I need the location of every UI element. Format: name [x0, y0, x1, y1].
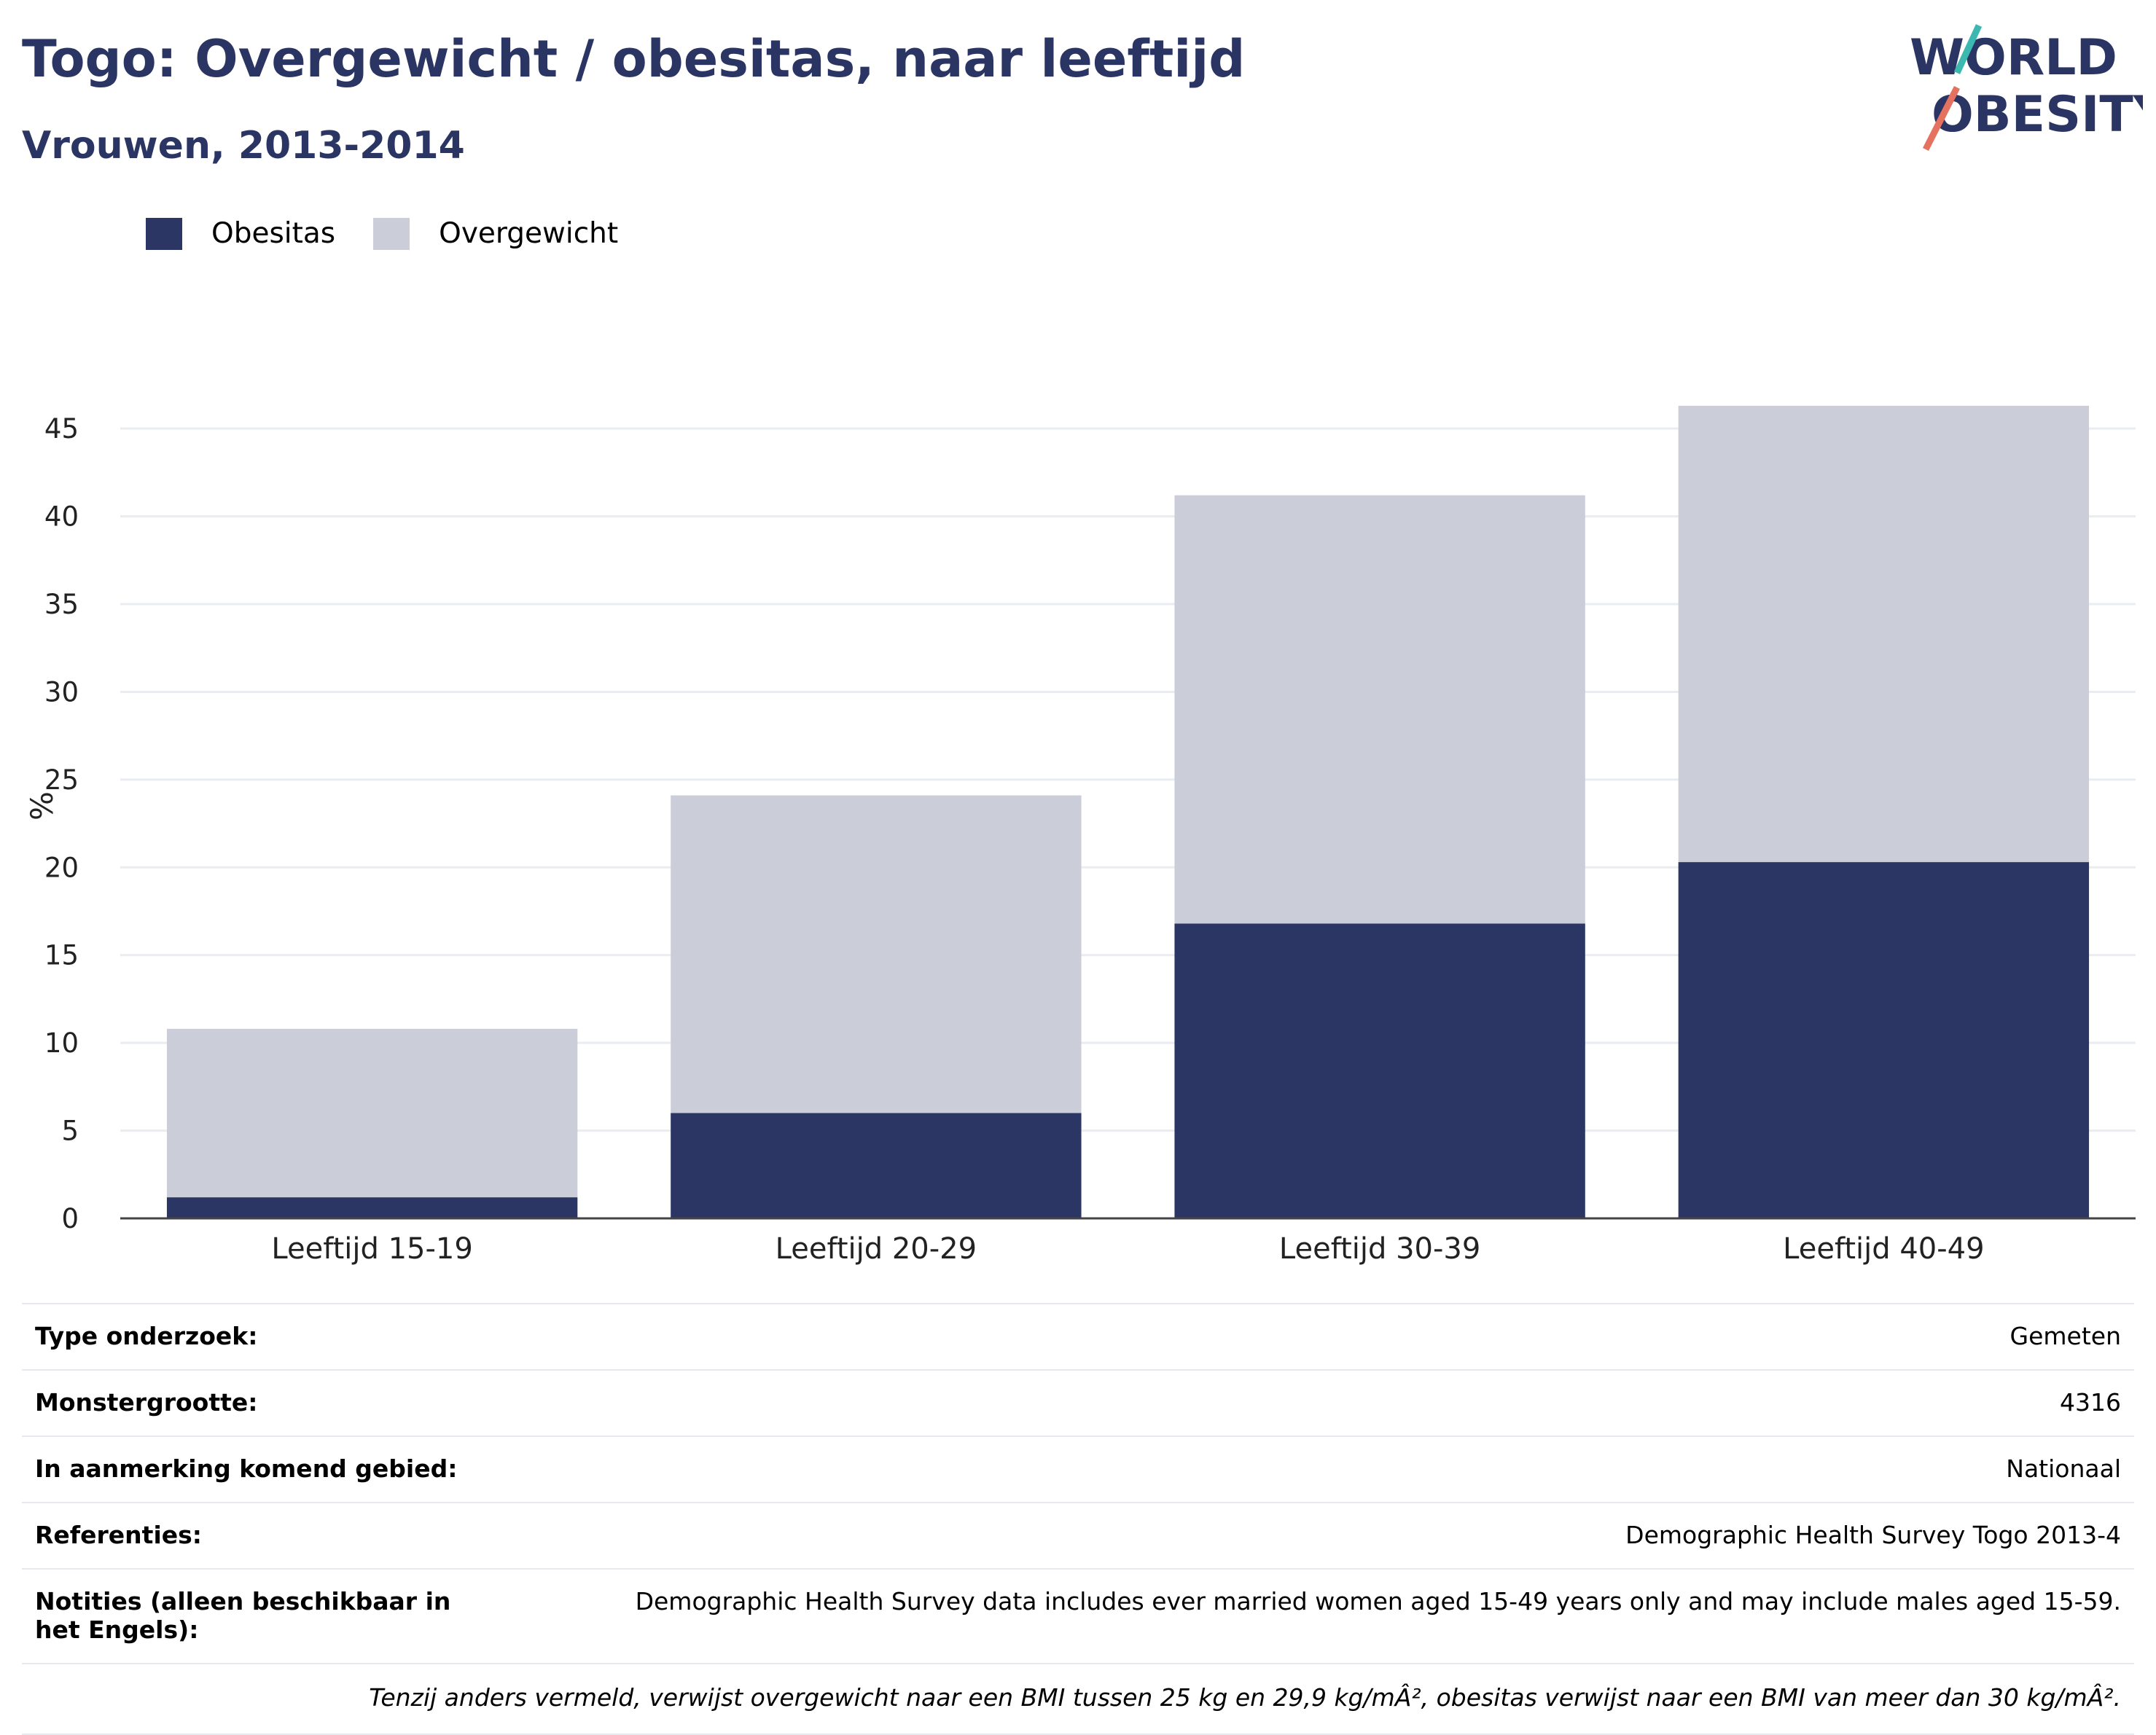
info-row-references: Referenties: Demographic Health Survey T…: [22, 1502, 2134, 1568]
chart-legend: Obesitas Overgewicht: [146, 217, 656, 250]
info-key: Notities (alleen beschikbaar in het Enge…: [35, 1587, 451, 1644]
info-table: Type onderzoek: Gemeten Monstergrootte: …: [22, 1303, 2134, 1735]
info-row-notes: Notities (alleen beschikbaar in het Enge…: [22, 1568, 2134, 1663]
x-tick-label: Leeftijd 30-39: [1279, 1232, 1480, 1266]
info-key: Referenties:: [35, 1521, 202, 1549]
y-tick-label: 40: [44, 501, 79, 533]
info-value: Demographic Health Survey data includes …: [635, 1587, 2121, 1615]
info-value: Gemeten: [2009, 1322, 2121, 1350]
bar-chart: 0 5 10 15 20 25 30 35 40 45% Leeftijd 15-19 Leeftij…: [24, 405, 2136, 1266]
x-tick-label: Leeftijd 15-19: [271, 1232, 472, 1266]
bar-overgewicht-3: [1678, 405, 2090, 863]
x-tick-label: Leeftijd 20-29: [776, 1232, 977, 1266]
x-tick-label: Leeftijd 40-49: [1783, 1232, 1984, 1266]
bar-overgewicht-1: [671, 795, 1082, 1113]
bar-obesitas-0: [166, 1197, 578, 1218]
world-obesity-logo: WORLD OBESITY: [1910, 24, 2143, 152]
info-key: Type onderzoek:: [35, 1322, 258, 1350]
info-row-area: In aanmerking komend gebied: Nationaal: [22, 1436, 2134, 1502]
bar-obesitas-2: [1174, 923, 1585, 1218]
logo-text-world: WORLD: [1910, 29, 2117, 87]
chart-title: Togo: Overgewicht / obesitas, naar leeft…: [22, 29, 1246, 89]
bar-overgewicht-2: [1174, 495, 1585, 924]
y-tick-label: 15: [44, 940, 79, 971]
legend-item-overgewicht: Overgewicht: [373, 217, 618, 250]
info-value: 4316: [2060, 1388, 2121, 1417]
y-axis-label: %: [24, 791, 60, 820]
legend-swatch-obesitas: [146, 217, 182, 250]
info-row-type: Type onderzoek: Gemeten: [22, 1303, 2134, 1369]
y-tick-label: 45: [44, 413, 79, 444]
legend-item-obesitas: Obesitas: [146, 217, 335, 250]
info-key: Monstergrootte:: [35, 1388, 258, 1417]
info-value: Demographic Health Survey Togo 2013-4: [1625, 1521, 2121, 1549]
info-key: In aanmerking komend gebied:: [35, 1454, 458, 1483]
y-tick-label: 20: [44, 852, 79, 883]
y-tick-label: 5: [61, 1116, 79, 1147]
bar-obesitas-3: [1678, 862, 2090, 1218]
info-value: Nationaal: [2006, 1454, 2121, 1483]
legend-label-obesitas: Obesitas: [211, 217, 336, 250]
info-row-sample: Monstergrootte: 4316: [22, 1369, 2134, 1436]
legend-label-overgewicht: Overgewicht: [439, 217, 619, 250]
bar-overgewicht-0: [166, 1028, 578, 1198]
info-footnote: Tenzij anders vermeld, verwijst overgewi…: [22, 1663, 2134, 1735]
legend-swatch-overgewicht: [373, 217, 410, 250]
y-tick-label: 0: [61, 1203, 79, 1234]
y-tick-label: 25: [44, 764, 79, 796]
logo-text-obesity: OBESITY: [1932, 86, 2143, 144]
chart-subtitle: Vrouwen, 2013-2014: [22, 124, 465, 168]
y-tick-label: 10: [44, 1027, 79, 1059]
y-tick-label: 35: [44, 589, 79, 620]
bar-obesitas-1: [671, 1113, 1082, 1218]
y-tick-label: 30: [44, 676, 79, 708]
